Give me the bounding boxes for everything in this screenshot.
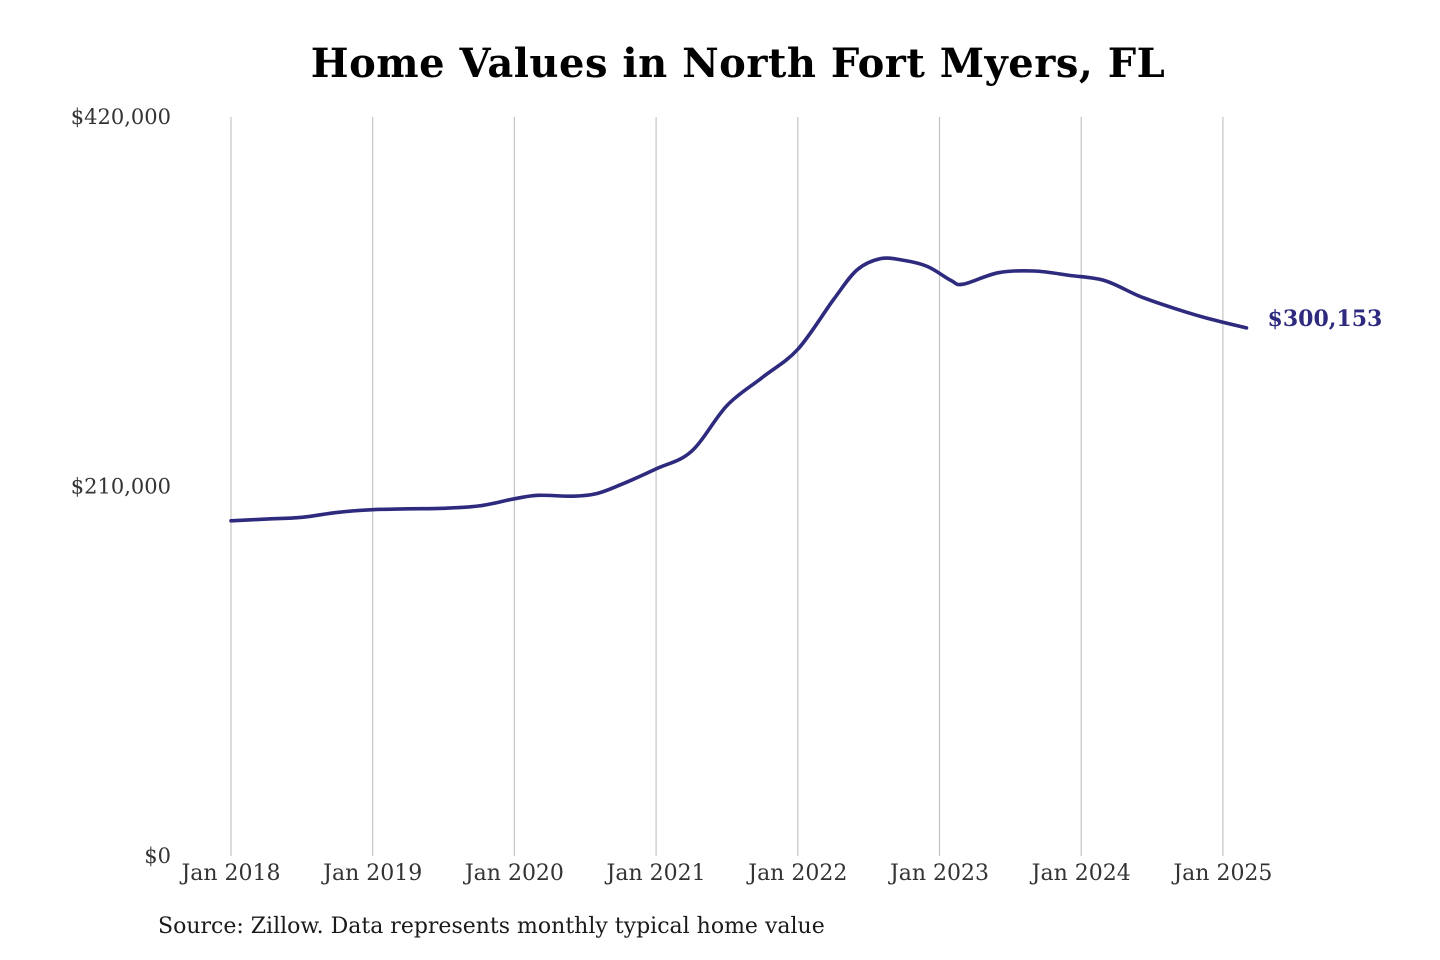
source-note: Source: Zillow. Data represents monthly … [158,914,825,939]
x-tick-label: Jan 2021 [605,861,706,886]
x-tick-label: Jan 2023 [888,861,989,886]
chart-title: Home Values in North Fort Myers, FL [310,40,1166,87]
home-value-line [229,256,1249,523]
y-tick-label: $210,000 [71,475,171,499]
y-tick-label: $0 [144,844,171,868]
series [229,256,1249,523]
end-labels: $300,153 [1268,306,1383,332]
x-axis-ticks: Jan 2018 Jan 2019 Jan 2020 Jan 2021 Jan 2022… [179,861,1272,886]
gridlines [230,117,1224,856]
x-tick-label: Jan 2024 [1030,861,1131,886]
x-tick-label: Jan 2022 [746,861,847,886]
x-tick-label: Jan 2025 [1171,861,1272,886]
x-tick-label: Jan 2020 [463,861,564,886]
x-tick-label: Jan 2019 [321,861,422,886]
y-tick-label: $420,000 [71,105,171,129]
end-value-label: $300,153 [1268,306,1383,332]
y-axis-ticks: $0 $210,000 $420,000 [71,105,171,868]
x-tick-label: Jan 2018 [179,861,280,886]
